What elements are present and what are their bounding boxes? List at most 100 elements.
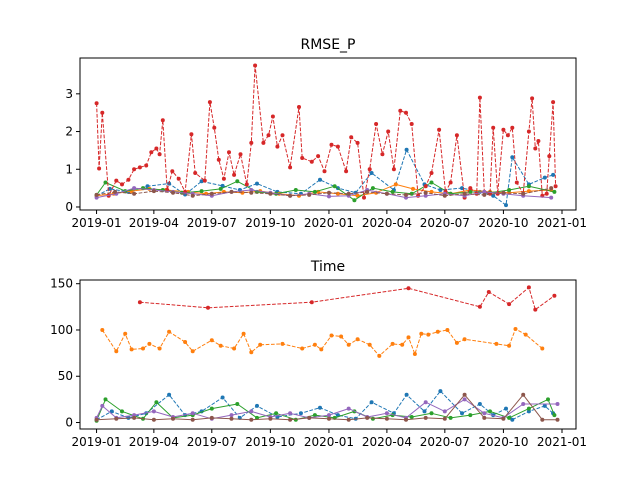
data-point xyxy=(377,353,382,358)
data-point xyxy=(190,417,195,422)
data-point xyxy=(253,63,258,68)
data-point xyxy=(190,349,195,354)
y-tick-label: 150 xyxy=(50,277,73,291)
x-tick-label: 2019-01 xyxy=(71,435,121,449)
data-point xyxy=(240,190,245,195)
data-point xyxy=(157,152,162,157)
data-point xyxy=(454,133,459,138)
data-point xyxy=(530,96,535,101)
data-point xyxy=(384,416,389,421)
data-point xyxy=(123,331,128,336)
data-point xyxy=(448,180,453,185)
data-point xyxy=(488,409,492,414)
data-point xyxy=(249,350,254,355)
data-point xyxy=(167,392,172,397)
data-point xyxy=(339,334,344,339)
data-point xyxy=(151,417,156,422)
x-tick-label: 2019-07 xyxy=(187,435,237,449)
data-point xyxy=(460,186,464,191)
data-point xyxy=(526,129,531,134)
data-point xyxy=(193,171,198,175)
data-point xyxy=(235,179,240,184)
data-point xyxy=(229,189,234,194)
data-point xyxy=(468,186,473,191)
data-point xyxy=(486,290,491,294)
data-point xyxy=(462,397,467,402)
data-point xyxy=(268,416,273,421)
data-point xyxy=(477,304,482,309)
x-tick-label: 2019-10 xyxy=(245,216,295,230)
data-point xyxy=(249,190,254,195)
data-point xyxy=(419,331,424,336)
data-point xyxy=(437,127,442,132)
x-tick-label: 2020-07 xyxy=(420,435,470,449)
data-point xyxy=(107,186,112,191)
data-point xyxy=(300,346,305,351)
data-point xyxy=(370,186,375,191)
data-point xyxy=(103,180,108,185)
data-point xyxy=(521,392,526,397)
data-point xyxy=(207,100,212,105)
data-point xyxy=(370,416,375,421)
y-tick-label: 50 xyxy=(58,369,73,383)
data-point xyxy=(552,413,557,418)
data-point xyxy=(318,177,322,182)
rmse-p-panel: RMSE_P 2019-01 2019-04 2019-07 2019-10 2020-… xyxy=(65,37,587,230)
data-point xyxy=(114,416,119,421)
data-point xyxy=(547,154,552,159)
data-point xyxy=(549,186,554,191)
data-point xyxy=(507,343,512,348)
data-point xyxy=(322,169,327,174)
data-point xyxy=(386,129,391,134)
data-point xyxy=(132,413,137,418)
data-point xyxy=(199,189,204,194)
data-point xyxy=(542,403,547,408)
series-line xyxy=(96,394,558,421)
data-point xyxy=(504,203,508,208)
data-point xyxy=(404,192,408,197)
data-point xyxy=(327,194,331,199)
data-point xyxy=(501,190,506,195)
data-point xyxy=(549,195,554,200)
data-point xyxy=(352,198,357,203)
data-point xyxy=(212,125,217,130)
data-point xyxy=(380,152,385,157)
data-point xyxy=(504,406,508,411)
data-point xyxy=(258,342,263,347)
data-point xyxy=(494,341,499,346)
data-point xyxy=(129,347,134,352)
data-point xyxy=(160,118,165,123)
data-point xyxy=(209,191,214,196)
data-point xyxy=(374,122,379,126)
data-point xyxy=(355,337,360,342)
x-tick-label: 2020-10 xyxy=(478,216,528,230)
data-point xyxy=(423,400,428,405)
time-panel: Time 2019-01 2019-04 2019-07 2019-10 2020-01… xyxy=(50,259,587,449)
data-point xyxy=(206,305,210,310)
data-point xyxy=(97,166,102,171)
data-point xyxy=(268,191,273,196)
data-point xyxy=(521,402,526,406)
data-point xyxy=(404,110,408,115)
data-point xyxy=(423,193,428,198)
data-point xyxy=(411,186,415,191)
data-point xyxy=(365,189,370,194)
data-point xyxy=(409,122,414,126)
data-point xyxy=(288,411,293,416)
data-point xyxy=(546,397,550,402)
data-point xyxy=(409,415,414,419)
data-point xyxy=(318,405,322,410)
data-point xyxy=(491,193,496,198)
data-point xyxy=(327,190,331,195)
data-point xyxy=(335,144,340,149)
data-point xyxy=(438,188,443,192)
data-point xyxy=(552,189,557,194)
data-point xyxy=(94,417,99,422)
data-point xyxy=(477,95,482,100)
data-point xyxy=(183,340,188,344)
data-point xyxy=(507,302,512,307)
x-tick-label: 2020-04 xyxy=(362,435,412,449)
data-point xyxy=(319,347,324,352)
data-point xyxy=(309,300,314,305)
